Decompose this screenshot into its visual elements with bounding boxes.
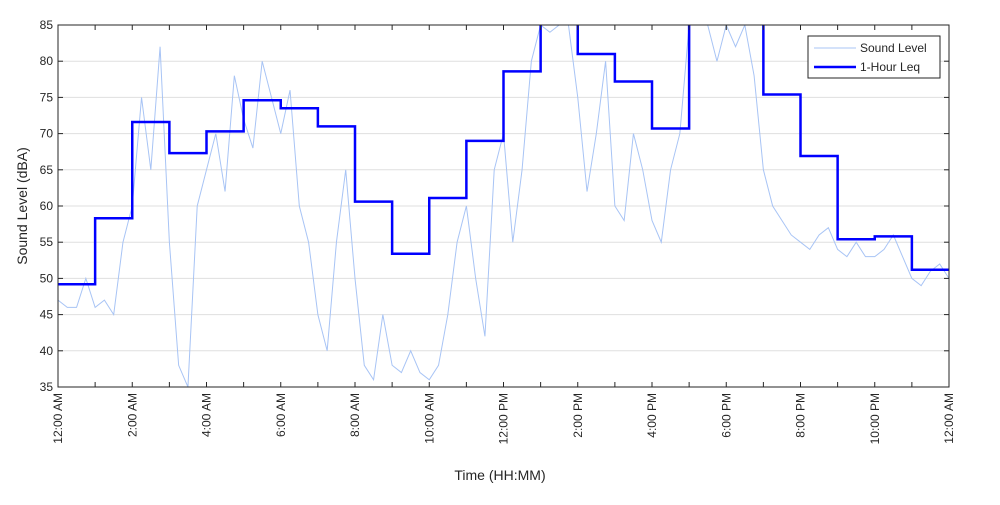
y-tick-label: 75 [40, 90, 54, 104]
x-tick-label: 10:00 AM [422, 393, 436, 444]
legend-label-leq: 1-Hour Leq [860, 60, 920, 74]
y-tick-label: 65 [40, 163, 54, 177]
x-tick-label: 12:00 AM [51, 393, 65, 444]
x-tick-label: 4:00 PM [645, 393, 659, 438]
x-tick-label: 6:00 AM [274, 393, 288, 437]
y-tick-label: 60 [40, 199, 54, 213]
x-tick-label: 12:00 PM [497, 393, 511, 444]
y-tick-label: 55 [40, 235, 54, 249]
y-tick-label: 80 [40, 54, 54, 68]
y-tick-label: 85 [40, 18, 54, 32]
x-tick-label: 12:00 AM [942, 393, 956, 444]
x-tick-label: 2:00 PM [571, 393, 585, 438]
x-tick-label: 4:00 AM [200, 393, 214, 437]
y-tick-label: 40 [40, 344, 54, 358]
y-tick-label: 35 [40, 380, 54, 394]
x-tick-label: 10:00 PM [868, 393, 882, 444]
y-tick-label: 50 [40, 271, 54, 285]
y-tick-label: 45 [40, 308, 54, 322]
legend-box [807, 35, 941, 79]
leq-step-line [58, 25, 949, 286]
x-tick-label: 8:00 PM [794, 393, 808, 438]
x-axis-label: Time (HH:MM) [454, 467, 545, 483]
legend: Sound Level 1-Hour Leq [807, 35, 941, 79]
ticks: 35 40 45 50 55 60 65 70 75 80 85 12:00 AM 2:00 AM 4:0… [40, 18, 956, 444]
y-tick-label: 70 [40, 127, 54, 141]
series-lines [58, 25, 949, 387]
x-tick-label: 8:00 AM [348, 393, 362, 437]
x-tick-label: 2:00 AM [125, 393, 139, 437]
x-tick-label: 6:00 PM [719, 393, 733, 438]
y-axis-label: Sound Level (dBA) [14, 147, 30, 265]
legend-label-sound-level: Sound Level [860, 41, 927, 55]
